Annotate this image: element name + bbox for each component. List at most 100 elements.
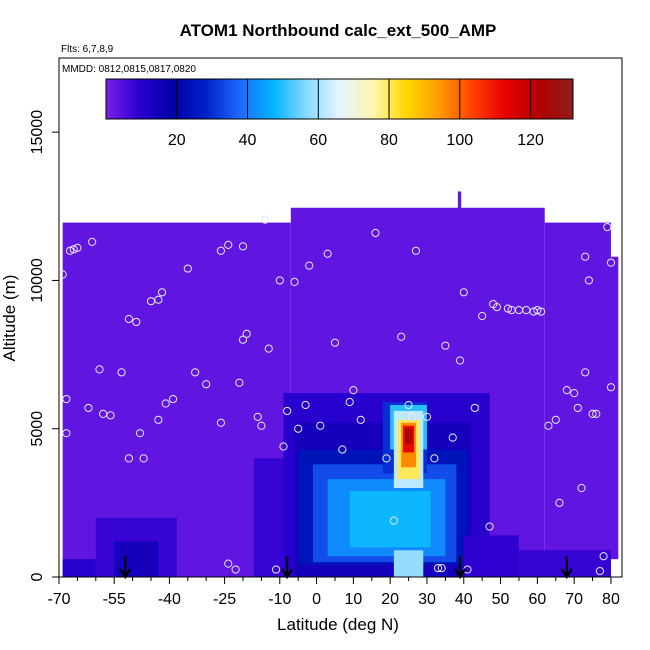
track-point [65, 246, 75, 255]
y-axis-label: Altitude (m) [0, 275, 19, 362]
track-point [260, 215, 270, 224]
track-point [275, 276, 284, 285]
track-point [581, 252, 590, 261]
track-point [389, 516, 398, 525]
x-axis: -70 -55 -40 -25 -10 0 10 20 30 40 50 60 70 80 [47, 577, 620, 608]
colorbar-tick-label: 120 [517, 132, 544, 149]
track-point [492, 303, 501, 312]
track-point [478, 311, 487, 321]
track-point [606, 258, 616, 267]
heatmap-cell [404, 428, 413, 444]
track-point [455, 356, 465, 365]
track-point [253, 412, 262, 421]
colorbar-gradient [105, 78, 574, 120]
track-point [238, 335, 248, 344]
track-point [62, 394, 71, 404]
colorbar-tick-label: 20 [168, 132, 186, 149]
heatmap-cell [610, 256, 619, 560]
track-point [238, 242, 248, 251]
y-tick-label: 0 [29, 572, 46, 581]
track-point [555, 498, 564, 507]
x-tick-label: 80 [602, 591, 620, 608]
track-point [283, 406, 292, 416]
track-point [408, 412, 417, 421]
track-point [581, 368, 590, 377]
track-point [573, 403, 582, 413]
track-point [191, 368, 200, 377]
track-point [584, 276, 593, 285]
plot-frame [58, 57, 623, 578]
track-point [536, 307, 546, 316]
track-point [272, 565, 281, 574]
y-tick-label: 15000 [29, 110, 46, 155]
track-point [441, 341, 450, 350]
track-point [84, 403, 93, 413]
track-point [117, 368, 126, 377]
track-point [323, 249, 332, 258]
track-point [95, 365, 104, 374]
x-tick-label: -70 [47, 591, 70, 608]
track-point [606, 383, 616, 392]
x-tick-label: -25 [213, 591, 236, 608]
track-point [503, 304, 513, 313]
x-tick-label: -10 [268, 591, 291, 608]
track-point [202, 380, 211, 389]
track-point [430, 454, 439, 463]
track-point [349, 386, 358, 395]
track-point [154, 295, 163, 304]
heatmap-cell [544, 222, 611, 577]
flights-label: Flts: 6,7,8,9 [61, 44, 114, 55]
track-point [224, 559, 233, 568]
track-point [544, 421, 553, 430]
track-point [570, 389, 579, 398]
track-point [183, 264, 192, 273]
track-point [397, 332, 406, 341]
x-tick-label: -40 [158, 591, 181, 608]
track-point [345, 397, 354, 407]
colorbar-tick-label: 60 [309, 132, 327, 149]
track-point [411, 246, 421, 255]
track-point [595, 566, 605, 576]
track-point [338, 445, 347, 454]
track-point [69, 245, 78, 254]
track-point [330, 338, 340, 347]
heatmap-cell [254, 458, 284, 577]
track-point [294, 424, 303, 433]
track-point [242, 329, 251, 338]
track-point [135, 429, 145, 438]
track-point [448, 433, 457, 442]
track-point [216, 246, 226, 255]
heatmap-cell [457, 191, 462, 213]
track-point [279, 442, 288, 451]
track-point [577, 483, 586, 493]
track-point [588, 409, 597, 418]
track-point [290, 277, 299, 287]
colorbar-tick-label: 100 [446, 132, 473, 149]
track-point [371, 228, 380, 238]
track-point [88, 237, 97, 246]
track-point [62, 429, 71, 438]
x-tick-label: -55 [103, 591, 126, 608]
heatmap-cell [393, 550, 424, 577]
track-point [168, 394, 178, 404]
track-point [157, 288, 167, 297]
x-tick-label: 30 [418, 591, 436, 608]
track-point [533, 305, 542, 315]
x-tick-label: 10 [344, 591, 362, 608]
x-tick-label: 50 [492, 591, 510, 608]
track-point [551, 415, 560, 424]
track-point [356, 415, 365, 424]
track-point [459, 288, 468, 297]
track-point [235, 378, 244, 387]
track-point [264, 344, 273, 353]
colorbar-tick-label: 80 [380, 132, 398, 149]
track-point [216, 418, 226, 427]
heatmap-cell [463, 535, 519, 577]
track-point [592, 409, 601, 418]
track-point [404, 400, 413, 410]
colorbar: 20 40 60 80 100 120 [105, 78, 574, 149]
track-point [382, 454, 391, 463]
track-point [154, 415, 163, 424]
x-tick-label: 40 [455, 591, 473, 608]
